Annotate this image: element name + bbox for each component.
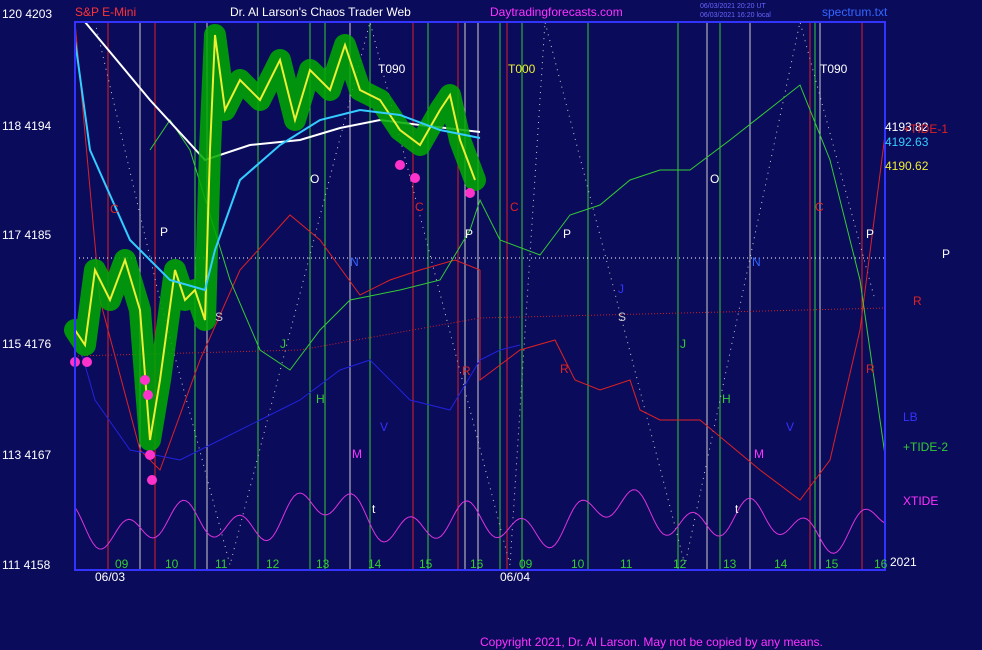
hour-label: 09 — [519, 557, 533, 571]
hour-label: 12 — [673, 557, 687, 571]
marker-label: V — [786, 420, 794, 434]
marker-label: C — [510, 200, 519, 214]
footer: Copyright 2021, Dr. Al Larson. May not b… — [480, 635, 823, 649]
y-label: 111 4158 — [2, 558, 51, 572]
hour-label: 11 — [215, 557, 228, 571]
marker-label: V — [380, 420, 388, 434]
date-label: 06/03 — [95, 570, 125, 584]
marker-label: t — [372, 502, 376, 516]
right-label: XTIDE — [903, 494, 938, 508]
marker-label: T000 — [508, 62, 536, 76]
marker-label: t — [735, 502, 739, 516]
hour-label: 10 — [571, 557, 585, 571]
price — [74, 34, 476, 441]
lb-curve — [74, 329, 521, 461]
marker-label: M — [352, 447, 362, 461]
marker-label: H — [722, 392, 731, 406]
hour-label: 15 — [419, 557, 433, 571]
right-label: +TIDE-2 — [903, 440, 948, 454]
marker-label: R — [560, 362, 569, 376]
hour-label: 16 — [874, 557, 888, 571]
right-label: LB — [903, 410, 918, 424]
marker-label: O — [310, 172, 319, 186]
right-label: P — [942, 247, 950, 261]
marker-label: P — [465, 227, 473, 241]
labels: 120 4203 118 4194 117 4185 115 4176 113 4167… — [2, 7, 950, 584]
marker-label: O — [710, 172, 719, 186]
hour-label: 11 — [620, 557, 633, 571]
marker-label: C — [110, 202, 119, 216]
y-label: 117 4185 — [2, 228, 51, 242]
marker-label: M — [754, 447, 764, 461]
marker-label: P — [563, 227, 571, 241]
marker-label: N — [350, 255, 359, 269]
site: Daytradingforecasts.com — [490, 5, 623, 19]
marker-label: P — [160, 225, 168, 239]
hour-label: 09 — [115, 557, 129, 571]
marker-label: C — [815, 200, 824, 214]
marker-label: J — [680, 337, 686, 351]
hour-label: 12 — [266, 557, 280, 571]
hour-label: 14 — [774, 557, 788, 571]
y-label: 120 4203 — [2, 7, 52, 21]
right-label: 4193.82 — [885, 120, 929, 134]
right-label: 4192.63 — [885, 135, 929, 149]
xtide — [74, 489, 886, 554]
right-label: 4190.62 — [885, 159, 929, 173]
y-label: 113 4167 — [2, 448, 51, 462]
marker-label: T090 — [378, 62, 406, 76]
right-label: 2021 — [890, 555, 917, 569]
marker-label: R — [462, 364, 471, 378]
hour-label: 15 — [825, 557, 839, 571]
hour-label: 14 — [368, 557, 382, 571]
y-label: 115 4176 — [2, 337, 51, 351]
right-label: +TIDE-1 — [903, 122, 948, 136]
marker-label: J — [280, 337, 286, 351]
marker-label: C — [415, 200, 424, 214]
marker-label: N — [752, 255, 761, 269]
stamp: 06/03/2021 16:20 local — [700, 12, 771, 19]
hour-label: 13 — [723, 557, 737, 571]
marker-label: S — [618, 310, 626, 324]
cyan-average — [74, 39, 481, 292]
plot-frame — [74, 21, 886, 571]
marker-label: P — [866, 227, 874, 241]
marker-label: S — [215, 310, 223, 324]
zigzag — [94, 21, 876, 567]
marker-label: R — [866, 362, 875, 376]
title: Dr. Al Larson's Chaos Trader Web — [230, 5, 411, 19]
red-curve — [74, 21, 481, 471]
date-label: 06/04 — [500, 570, 530, 584]
file: spectrum.txt — [822, 5, 888, 19]
marker-label: H — [316, 392, 325, 406]
red-curve-2 — [479, 134, 886, 501]
right-label: R — [913, 294, 922, 308]
hour-label: 10 — [165, 557, 179, 571]
stamp: 06/03/2021 20:20 UT — [700, 3, 766, 10]
marker-label: J — [618, 282, 624, 296]
hour-label: 16 — [470, 557, 484, 571]
y-label: 118 4194 — [2, 119, 51, 133]
hour-label: 13 — [316, 557, 330, 571]
xtide-line — [74, 489, 886, 554]
instrument: S&P E-Mini — [75, 5, 136, 19]
dots — [70, 160, 475, 485]
marker-label: T090 — [820, 62, 848, 76]
tide-2 — [149, 84, 886, 456]
